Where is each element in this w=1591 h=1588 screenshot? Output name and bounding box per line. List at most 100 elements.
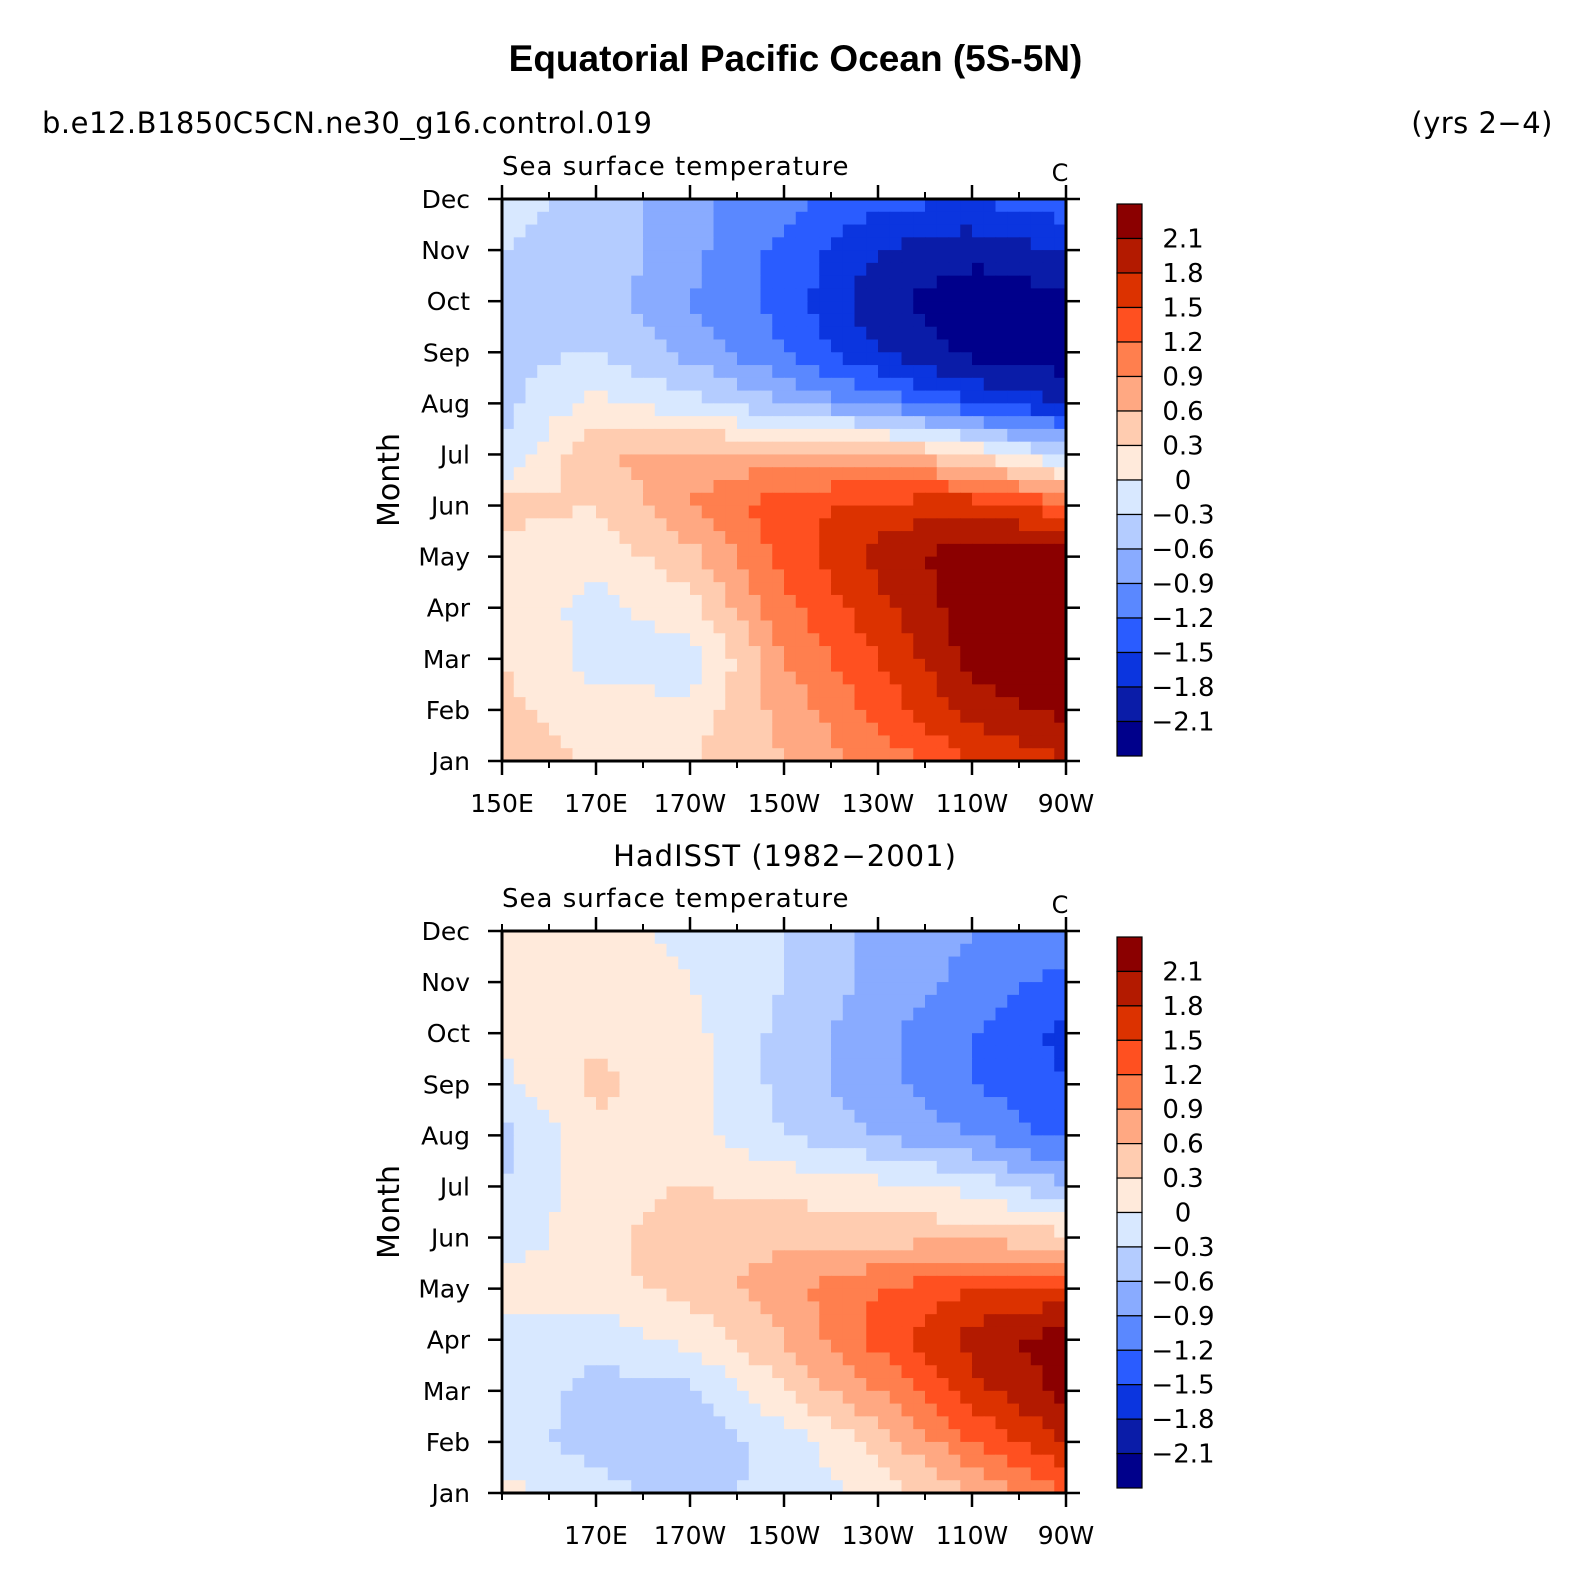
contour-cell	[549, 722, 562, 737]
contour-cell	[1030, 403, 1044, 417]
contour-cell	[725, 1199, 738, 1213]
contour-cell	[643, 569, 656, 583]
contour-cell	[631, 1084, 644, 1098]
contour-cell	[819, 1275, 832, 1290]
contour-cell	[795, 582, 809, 596]
contour-cell	[807, 943, 820, 958]
contour-cell	[913, 1007, 926, 1022]
contour-cell	[878, 1084, 891, 1098]
contour-cell	[983, 722, 997, 737]
contour-cell	[889, 339, 903, 353]
contour-cell	[983, 697, 997, 711]
contour-cell	[831, 1071, 844, 1085]
contour-cell	[854, 1441, 867, 1456]
contour-cell	[889, 709, 903, 724]
contour-cell	[748, 480, 762, 494]
contour-cell	[596, 1084, 609, 1098]
contour-cell	[948, 1237, 961, 1251]
contour-cell	[983, 1390, 997, 1405]
contour-cell	[607, 569, 621, 583]
contour-cell	[537, 275, 550, 290]
contour-cell	[737, 1441, 750, 1456]
figure-title: Equatorial Pacific Ocean (5S-5N)	[508, 38, 1083, 79]
contour-cell	[502, 531, 515, 545]
contour-cell	[784, 288, 797, 302]
contour-cell	[784, 428, 797, 443]
contour-cell	[631, 288, 644, 302]
contour-cell	[842, 1033, 856, 1047]
contour-cell	[643, 646, 656, 660]
contour-cell	[760, 403, 773, 417]
contour-cell	[701, 211, 715, 226]
contour-cell	[866, 1199, 879, 1213]
contour-cell	[819, 1301, 832, 1315]
contour-cell	[1007, 943, 1020, 958]
contour-cell	[525, 339, 538, 353]
contour-cell	[690, 467, 703, 481]
x-tick-label: 90W	[1038, 789, 1095, 818]
contour-cell	[607, 518, 621, 532]
contour-cell	[737, 556, 750, 571]
contour-cell	[889, 1301, 903, 1315]
contour-cell	[1042, 582, 1055, 596]
contour-cell	[643, 262, 656, 277]
contour-cell	[725, 1058, 738, 1073]
y-tick-label: Oct	[427, 287, 470, 316]
contour-cell	[889, 1365, 903, 1379]
contour-cell	[784, 441, 797, 456]
contour-cell	[1007, 441, 1020, 456]
contour-cell	[560, 326, 574, 341]
contour-cell	[807, 748, 820, 762]
contour-cell	[819, 671, 832, 685]
contour-cell	[1030, 1416, 1044, 1430]
contour-cell	[619, 1199, 632, 1213]
contour-cell	[525, 671, 538, 685]
contour-cell	[572, 1378, 585, 1392]
contour-cell	[549, 1071, 562, 1085]
contour-cell	[713, 1416, 726, 1430]
contour-cell	[654, 480, 668, 494]
contour-cell	[572, 1429, 585, 1443]
contour-cell	[1030, 969, 1044, 983]
contour-cell	[925, 1148, 938, 1162]
contour-cell	[737, 1173, 750, 1188]
contour-cell	[983, 1429, 997, 1443]
contour-cell	[607, 722, 621, 737]
contour-cell	[560, 199, 574, 213]
contour-cell	[854, 1403, 867, 1417]
contour-cell	[631, 633, 644, 647]
contour-cell	[866, 1122, 879, 1136]
contour-cell	[772, 1339, 785, 1354]
contour-cell	[795, 492, 809, 507]
contour-cell	[596, 1314, 609, 1328]
contour-cell	[619, 403, 632, 417]
contour-cell	[1042, 288, 1055, 302]
contour-cell	[666, 1275, 679, 1290]
contour-cell	[584, 1148, 597, 1162]
contour-cell	[525, 748, 538, 762]
contour-cell	[1030, 1135, 1044, 1149]
contour-cell	[972, 735, 985, 749]
contour-cell	[678, 543, 691, 558]
contour-cell	[819, 441, 832, 456]
contour-cell	[607, 1173, 621, 1188]
contour-cell	[889, 931, 903, 945]
contour-cell	[701, 505, 715, 519]
contour-cell	[725, 326, 738, 341]
contour-cell	[831, 250, 844, 264]
contour-cell	[913, 224, 926, 238]
contour-cell	[1030, 1173, 1044, 1188]
contour-cell	[807, 454, 820, 468]
contour-cell	[631, 1314, 644, 1328]
contour-cell	[795, 646, 809, 660]
contour-cell	[513, 1429, 527, 1443]
contour-cell	[889, 1199, 903, 1213]
contour-cell	[772, 582, 785, 596]
contour-cell	[584, 224, 597, 238]
contour-cell	[901, 709, 914, 724]
contour-cell	[784, 467, 797, 481]
contour-cell	[513, 1378, 527, 1392]
contour-cell	[842, 339, 856, 353]
contour-cell	[831, 1250, 844, 1264]
contour-cell	[901, 454, 914, 468]
